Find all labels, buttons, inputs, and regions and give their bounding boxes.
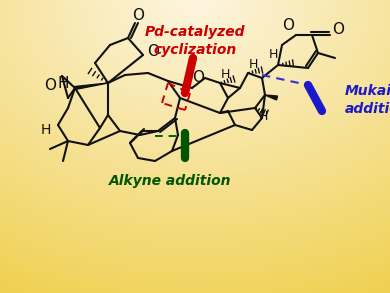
Text: Pd-catalyzed
cyclization: Pd-catalyzed cyclization bbox=[145, 25, 245, 57]
Polygon shape bbox=[75, 83, 108, 89]
Text: H: H bbox=[258, 110, 268, 122]
Text: H: H bbox=[268, 49, 278, 62]
Text: H: H bbox=[220, 69, 230, 81]
Text: Alkyne addition: Alkyne addition bbox=[109, 174, 231, 188]
Text: O: O bbox=[44, 78, 56, 93]
Text: O: O bbox=[132, 8, 144, 23]
Text: O: O bbox=[282, 18, 294, 33]
Text: O: O bbox=[192, 71, 204, 86]
Text: O: O bbox=[147, 45, 159, 59]
Text: Mukaiyama
addition: Mukaiyama addition bbox=[345, 84, 390, 116]
Polygon shape bbox=[265, 95, 278, 100]
Text: O: O bbox=[332, 23, 344, 38]
Text: H: H bbox=[248, 59, 258, 71]
Text: H: H bbox=[41, 123, 51, 137]
Text: H: H bbox=[57, 76, 69, 91]
